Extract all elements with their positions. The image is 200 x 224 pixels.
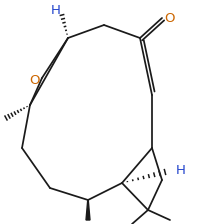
Text: O: O	[163, 11, 174, 24]
Text: O: O	[30, 73, 40, 86]
Polygon shape	[86, 200, 90, 220]
Text: H: H	[175, 164, 185, 177]
Text: H: H	[51, 4, 61, 17]
